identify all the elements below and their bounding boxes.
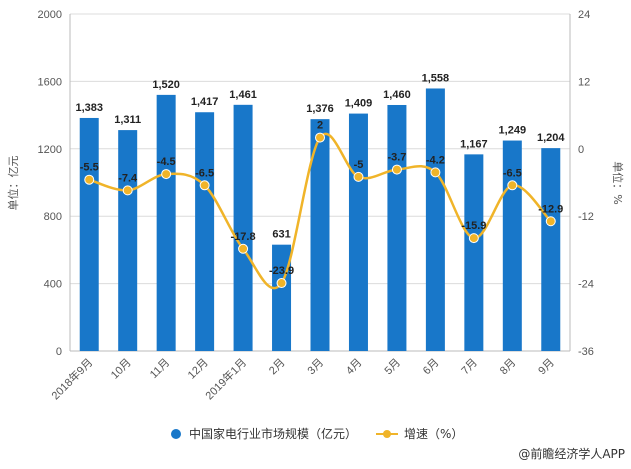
growth-value-label: -7.4: [118, 172, 138, 184]
bar-value-label: 1,311: [114, 114, 141, 126]
growth-point: [353, 171, 364, 182]
growth-point: [507, 180, 518, 191]
bar: [272, 244, 292, 351]
x-tick-label: 8月: [498, 357, 519, 378]
right-tick-label: -12: [578, 211, 594, 223]
x-tick-label: 2018年9月: [48, 355, 95, 402]
left-tick-label: 800: [44, 211, 62, 223]
bar-series: 1,383 1,311 1,520 1,417 1,461 631 1,376 1,409 1,…: [75, 72, 565, 352]
right-tick-label: 12: [578, 76, 590, 88]
x-tick-label: 10月: [109, 357, 134, 382]
right-axis-ticks: -36 -24 -12 0 12 24: [578, 9, 594, 358]
growth-value-label: -15.9: [461, 220, 486, 232]
bar: [233, 104, 253, 351]
growth-value-label: -5.5: [80, 162, 99, 174]
bar-value-label: 1,204: [537, 132, 565, 144]
left-axis-ticks: 0 400 800 1200 1600 2000: [38, 9, 62, 358]
bar-value-label: 1,417: [191, 96, 219, 108]
x-tick-label: 3月: [306, 357, 327, 378]
bar-value-label: 1,383: [75, 102, 103, 114]
x-tick-label: 11月: [148, 357, 172, 381]
left-tick-label: 1600: [38, 76, 62, 88]
bar-value-label: 1,409: [345, 98, 373, 110]
growth-point: [430, 167, 441, 178]
bar: [195, 112, 215, 351]
x-tick-label: 6月: [421, 357, 442, 378]
bar-value-label: 1,520: [152, 79, 180, 91]
x-tick-label: 2019年1月: [202, 355, 249, 402]
x-tick-label: 9月: [536, 357, 557, 378]
bar: [79, 117, 99, 351]
right-tick-label: -36: [578, 346, 594, 358]
bar-value-label: 631: [272, 229, 290, 241]
growth-value-label: -3.7: [387, 152, 406, 164]
bar: [156, 94, 176, 351]
line-series: -5.5 -7.4 -4.5 -6.5 -17.8 -23.9 2 -5 -3.7 -4.2 -15…: [80, 120, 563, 290]
x-tick-label: 4月: [344, 357, 365, 378]
growth-value-label: -12.9: [538, 203, 563, 215]
source-credit: @前瞻经济学人APP: [518, 446, 625, 461]
growth-point: [84, 174, 95, 185]
legend-bar-label: 中国家电行业市场规模（亿元）: [189, 426, 357, 441]
legend-bar-swatch: [171, 429, 181, 439]
bar-value-label: 1,460: [383, 89, 411, 101]
growth-value-label: -6.5: [195, 167, 214, 179]
bar: [425, 88, 445, 352]
legend: 中国家电行业市场规模（亿元） 增速（%）: [171, 426, 463, 441]
bar-value-label: 1,249: [499, 125, 527, 137]
growth-point: [545, 216, 556, 227]
x-tick-label: 7月: [459, 357, 480, 378]
growth-point: [199, 180, 210, 191]
bar: [464, 154, 484, 351]
left-axis-title: 单位：亿元: [6, 156, 20, 211]
growth-value-label: -4.2: [426, 154, 445, 166]
bar-value-label: 1,376: [306, 103, 334, 115]
x-tick-label: 5月: [382, 357, 403, 378]
growth-point: [391, 164, 402, 175]
bar: [502, 140, 522, 351]
growth-point: [122, 185, 133, 196]
legend-line-label: 增速（%）: [404, 427, 463, 441]
growth-value-label: 2: [317, 120, 323, 132]
growth-value-label: -17.8: [231, 231, 256, 243]
right-tick-label: 0: [578, 144, 584, 156]
legend-line-marker: [383, 430, 391, 438]
growth-point: [161, 169, 172, 180]
left-tick-label: 400: [44, 279, 62, 291]
bar: [387, 104, 407, 352]
bar: [541, 148, 561, 351]
growth-value-label: -6.5: [503, 167, 522, 179]
right-tick-label: -24: [578, 279, 594, 291]
x-tick-label: 12月: [186, 357, 211, 382]
bar-value-label: 1,167: [460, 138, 488, 150]
x-tick-label: 2月: [267, 357, 288, 378]
growth-value-label: -4.5: [157, 156, 176, 168]
growth-point: [238, 243, 249, 254]
right-axis-title: 单位：%: [611, 161, 625, 204]
bar: [118, 130, 138, 351]
left-tick-label: 1200: [38, 144, 62, 156]
growth-point: [315, 132, 325, 143]
growth-point: [468, 233, 479, 244]
left-tick-label: 2000: [38, 9, 62, 21]
bar: [348, 113, 368, 351]
growth-point: [276, 278, 287, 289]
bar-value-label: 1,558: [422, 72, 450, 84]
growth-value-label: -5: [354, 159, 364, 171]
growth-value-label: -23.9: [269, 265, 294, 277]
right-tick-label: 24: [578, 9, 590, 21]
left-tick-label: 0: [56, 346, 62, 358]
bar-value-label: 1,461: [229, 89, 257, 101]
bar: [310, 119, 330, 351]
